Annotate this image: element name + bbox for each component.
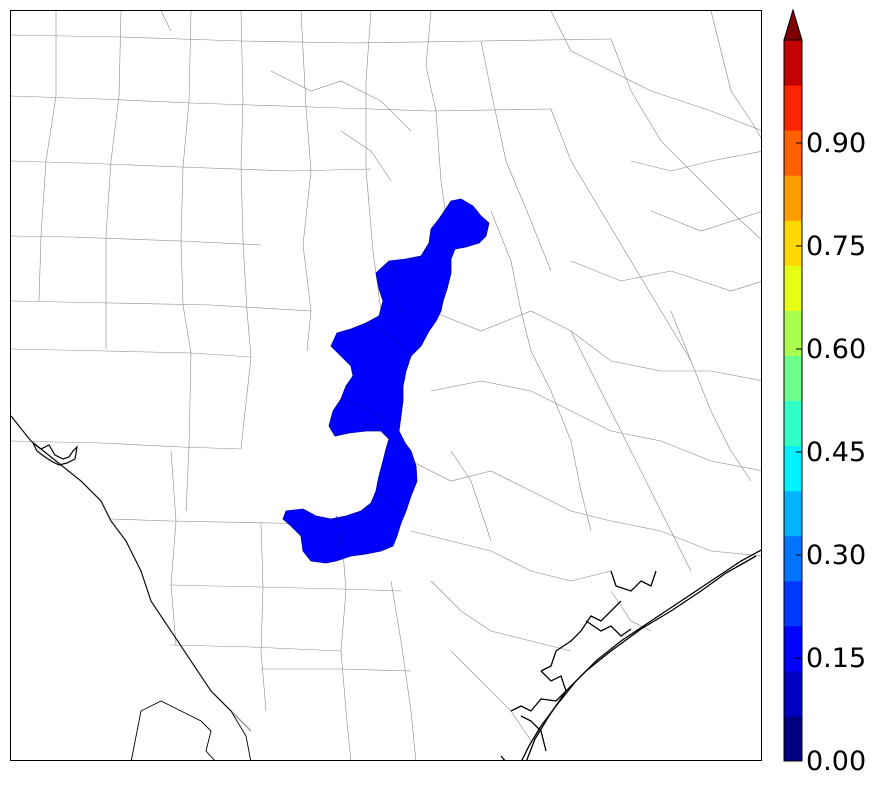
- colorbar-tick-label: 0.90: [806, 128, 867, 159]
- colorbar-segment: [784, 670, 802, 717]
- colorbar-segment: [784, 175, 802, 221]
- colorbar-tick-label: 0.75: [806, 231, 867, 262]
- gulf-coastline: [500, 549, 761, 760]
- colorbar-segment: [784, 445, 802, 492]
- colorbar-segment: [784, 355, 802, 401]
- colorbar-tick-label: 0.60: [806, 334, 867, 365]
- colorbar-outline: [783, 39, 803, 762]
- map-panel[interactable]: [10, 10, 762, 761]
- colorbar-segment: [784, 310, 802, 356]
- rio-grande-border: [11, 415, 252, 732]
- colorbar-segment: [784, 85, 802, 131]
- colorbar-segment: [784, 40, 802, 86]
- colorbar-segment: [784, 490, 802, 537]
- mexico-state-line: [130, 700, 215, 760]
- county-boundaries: [11, 11, 761, 760]
- colorbar-tick-label: 0.15: [806, 643, 867, 674]
- map-canvas: [11, 11, 761, 760]
- colorbar-svg: [783, 8, 803, 762]
- colorbar-tick-label: 0.00: [806, 746, 867, 777]
- colorbar-segment: [784, 130, 802, 176]
- colorbar-tick-label: 0.45: [806, 437, 867, 468]
- colorbar-segment: [784, 715, 802, 762]
- colorbar-extend-triangle: [783, 8, 803, 41]
- colorbar-segment: [784, 400, 802, 447]
- colorbar-tick-label: 0.30: [806, 540, 867, 571]
- colorbar-segment: [784, 220, 802, 266]
- reservoir-outline: [32, 442, 78, 466]
- colorbar-segment: [784, 535, 802, 582]
- colorbar-segment: [784, 580, 802, 627]
- colorbar-segment: [784, 625, 802, 672]
- colorbar: [783, 8, 803, 762]
- colorbar-segment: [784, 265, 802, 311]
- shaded-region: [282, 198, 490, 564]
- mexico-boundary: [11, 415, 252, 760]
